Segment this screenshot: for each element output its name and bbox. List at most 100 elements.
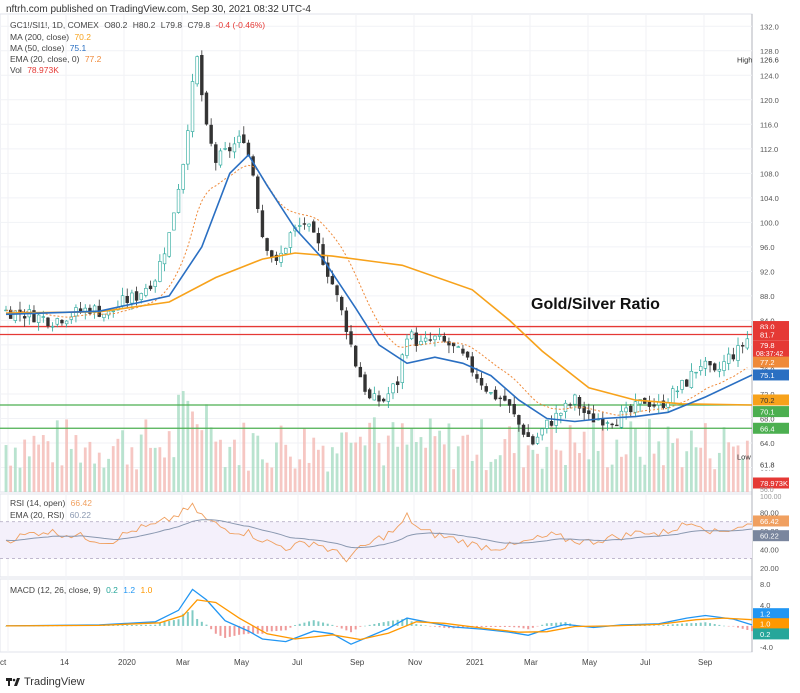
rsi-ema-value: 60.22 — [69, 510, 91, 520]
ma200-label: MA (200, close) — [10, 32, 70, 42]
footer: TradingView — [6, 676, 85, 688]
macd-histogram-bar — [508, 625, 511, 627]
macd-v2: 1.2 — [123, 585, 136, 595]
candle-body — [176, 188, 181, 213]
candle-body — [302, 223, 307, 225]
candle-body — [638, 399, 642, 405]
macd-histogram-bar — [704, 622, 707, 626]
macd-histogram-bar — [200, 621, 203, 626]
price-axis-cut-label: 56.0 — [760, 487, 774, 494]
volume-bar — [335, 453, 339, 492]
candle-body — [517, 415, 521, 425]
candle-body — [619, 410, 624, 428]
volume-bar — [121, 430, 124, 492]
volume-bar — [536, 453, 539, 492]
candle-body — [55, 318, 59, 325]
macd-histogram-bar — [713, 624, 716, 626]
candle-body — [377, 395, 381, 402]
volume-bar — [93, 463, 96, 492]
candle-body — [307, 223, 311, 227]
volume-bar — [354, 442, 358, 492]
rsi-ema-label: EMA (20, RSI) — [10, 510, 65, 520]
volume-bar — [428, 418, 432, 492]
open-value: O80.2 — [104, 20, 128, 30]
candle-body — [615, 424, 619, 427]
macd-histogram-bar — [438, 625, 441, 628]
macd-histogram-bar — [723, 625, 726, 627]
macd-histogram-bar — [298, 623, 301, 626]
volume-bar — [745, 440, 749, 492]
macd-line — [5, 588, 753, 645]
volume-bar — [564, 465, 567, 492]
vol-label: Vol — [10, 65, 22, 75]
volume-bar — [671, 442, 675, 492]
candle-body — [521, 424, 526, 435]
volume-bar — [615, 439, 619, 492]
candle-body — [568, 404, 572, 406]
price-tick-label: 124.0 — [760, 71, 779, 80]
volume-bar — [144, 419, 148, 492]
candle-body — [195, 56, 199, 85]
volume-bar — [27, 456, 31, 492]
volume-bar — [620, 456, 623, 492]
volume-bar — [405, 444, 409, 492]
volume-bar — [279, 425, 283, 492]
macd-tag: 1.2 — [760, 610, 770, 619]
macd-histogram-bar — [135, 624, 138, 626]
macd-histogram-bar — [116, 625, 119, 626]
macd-histogram-bar — [751, 625, 753, 632]
price-tick-label: 72.0 — [760, 390, 775, 399]
volume-bar — [410, 428, 414, 492]
macd-legend: MACD (12, 26, close, 9) 0.2 1.2 1.0 — [10, 585, 152, 595]
candle-body — [125, 296, 129, 303]
candle-body — [284, 247, 288, 254]
candle-body — [200, 55, 204, 96]
time-tick-label: Jul — [292, 658, 302, 667]
candle-body — [587, 410, 591, 415]
ma50-tag: 75.1 — [760, 371, 775, 380]
macd-histogram-bar — [154, 624, 157, 626]
volume-bar — [470, 460, 474, 492]
volume-bar — [219, 439, 222, 492]
candle-body — [274, 254, 279, 261]
countdown-tag: 08:37:42 — [756, 351, 783, 358]
candle-body — [451, 342, 456, 347]
volume-bar — [727, 442, 731, 492]
macd-histogram-bar — [172, 620, 175, 626]
volume-bar — [545, 446, 549, 492]
volume-bar — [4, 445, 8, 492]
candle-body — [106, 310, 111, 316]
volume-bar — [265, 462, 269, 492]
price-tick-label: 108.0 — [760, 169, 779, 178]
volume-bar — [484, 470, 488, 492]
macd-histogram-bar — [536, 625, 539, 627]
macd-histogram-bar — [224, 625, 227, 638]
volume-bar — [634, 428, 637, 492]
rsi-ema-line — [5, 519, 753, 549]
macd-histogram-bar — [699, 622, 702, 626]
volume-bar — [65, 419, 69, 492]
ema20-line — [5, 164, 748, 416]
volume-bar — [741, 458, 745, 492]
volume-bar — [578, 453, 581, 492]
macd-histogram-bar — [163, 621, 166, 626]
volume-bar — [531, 449, 535, 492]
candle-body — [629, 405, 633, 413]
volume-bar — [676, 438, 679, 492]
candle-body — [689, 370, 694, 388]
candle-body — [461, 348, 465, 354]
volume-bar — [713, 469, 717, 492]
volume-bar — [433, 436, 437, 492]
macd-histogram-bar — [681, 623, 684, 626]
candle-body — [46, 317, 50, 327]
volume-bar — [247, 470, 250, 492]
green-level-tag-2: 70.1 — [760, 408, 775, 417]
rsi-value-tag-bg — [753, 515, 789, 527]
volume-bar — [186, 400, 190, 492]
candle-body — [489, 392, 493, 394]
candle-body — [601, 418, 605, 426]
volume-bar — [261, 459, 264, 492]
candle-body — [661, 400, 666, 408]
volume-bar — [158, 447, 162, 492]
candle-body — [232, 143, 237, 153]
